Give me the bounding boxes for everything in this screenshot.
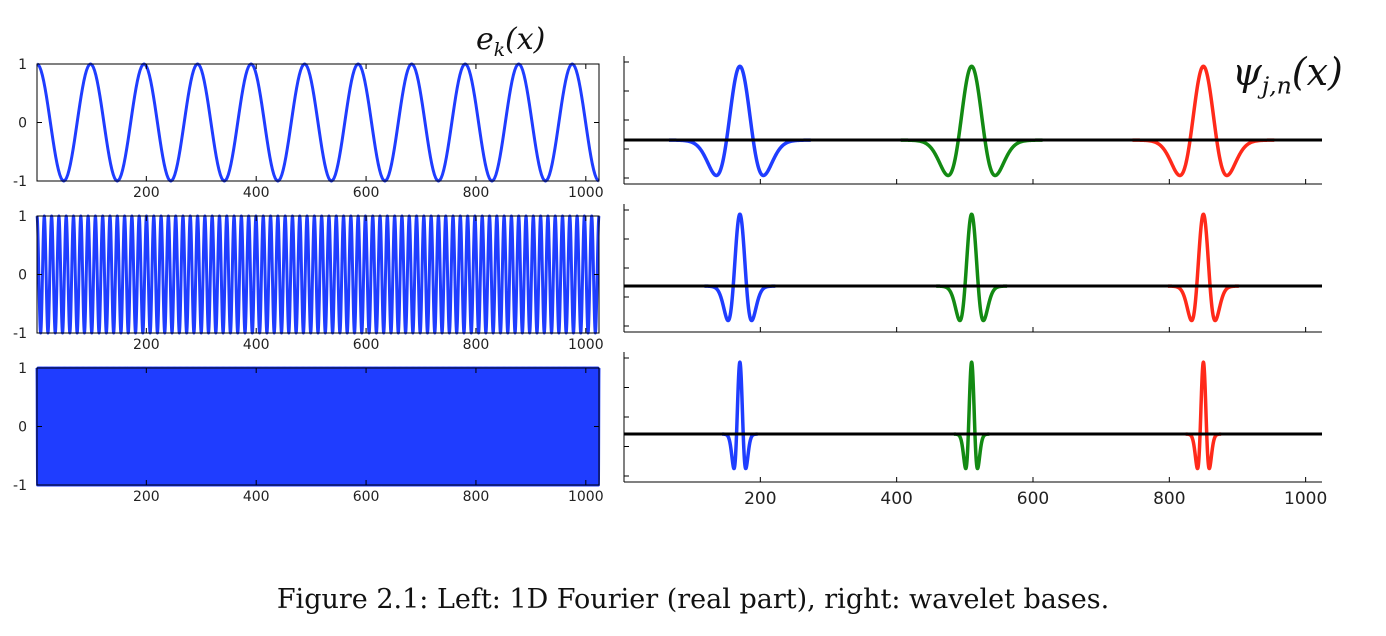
x-tick-label: 800 [463, 489, 490, 505]
y-tick-label: 0 [18, 116, 27, 132]
x-tick-label: 800 [463, 337, 490, 353]
wavelet-green-line [952, 360, 991, 471]
x-tick-label: 800 [463, 185, 490, 201]
fourier-panel-3: 1 0 -1 200 400 600 800 1000 [13, 361, 604, 505]
x-tick-label: 1000 [1284, 489, 1327, 509]
y-tick-label: 0 [18, 268, 27, 284]
x-tick-label: 400 [243, 489, 270, 505]
fourier-series-line [35, 366, 601, 487]
y-tick-label: -1 [13, 174, 27, 190]
x-tick-label: 200 [133, 337, 160, 353]
wavelet-blue-line [702, 212, 777, 323]
y-tick-label: -1 [13, 326, 27, 342]
x-tick-label: 1000 [568, 489, 604, 505]
wavelet-blue-line [667, 64, 813, 178]
x-tick-label: 1000 [568, 185, 604, 201]
y-tick-label: 1 [18, 209, 27, 225]
fourier-series-line [35, 214, 601, 335]
fourier-series-line [36, 62, 600, 183]
wavelet-green-line [934, 212, 1009, 323]
y-tick-label: 1 [18, 57, 27, 73]
x-tick-label: 1000 [568, 337, 604, 353]
wavelet-panel-3: 200 400 600 800 1000 [623, 352, 1327, 509]
x-tick-label: 400 [243, 185, 270, 201]
x-tick-label: 600 [1017, 489, 1049, 509]
wavelet-panel-1 [623, 56, 1322, 185]
x-tick-label: 200 [133, 489, 160, 505]
fourier-panel-2: 1 0 -1 200 400 600 800 1000 [13, 209, 604, 353]
x-tick-label: 600 [353, 185, 380, 201]
x-tick-label: 200 [744, 489, 776, 509]
x-tick-label: 600 [353, 337, 380, 353]
x-tick-label: 800 [1153, 489, 1185, 509]
fourier-panels: 1 0 -1 200 400 600 800 1000 1 0 -1 200 400 600 800 1000… [13, 57, 604, 505]
fourier-label: ek(x) [476, 22, 546, 61]
x-tick-label: 200 [133, 185, 160, 201]
wavelet-green-line [899, 64, 1044, 178]
wavelet-red-line [1184, 360, 1223, 471]
wavelet-red-line [1131, 64, 1276, 178]
y-tick-label: 0 [18, 420, 27, 436]
wavelet-panel-2 [623, 204, 1322, 333]
wavelet-panels: 200 400 600 800 1000 [623, 56, 1327, 509]
wavelet-red-line [1166, 212, 1241, 323]
y-tick-label: 1 [18, 361, 27, 377]
x-tick-label: 400 [243, 337, 270, 353]
wavelet-blue-line [720, 360, 760, 471]
fourier-panel-1: 1 0 -1 200 400 600 800 1000 [13, 57, 604, 201]
y-tick-label: -1 [13, 478, 27, 494]
x-tick-label: 400 [880, 489, 912, 509]
figure-caption: Figure 2.1: Left: 1D Fourier (real part)… [276, 584, 1110, 615]
wavelet-label: ψj,n(x) [1232, 50, 1343, 100]
x-tick-label: 600 [353, 489, 380, 505]
